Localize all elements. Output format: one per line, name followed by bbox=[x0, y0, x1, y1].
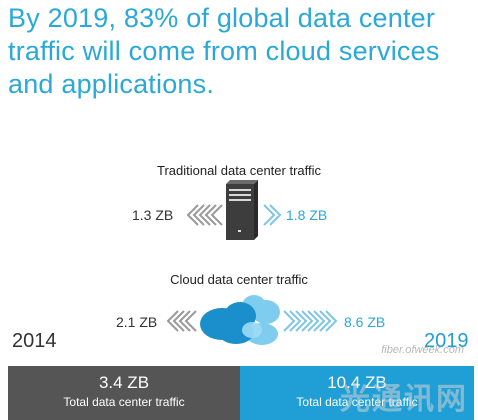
server-icon bbox=[226, 180, 258, 240]
cloud-icon bbox=[200, 295, 280, 345]
total-2019-value: 10.4 ZB bbox=[327, 373, 387, 392]
year-start: 2014 bbox=[12, 330, 57, 352]
traditional-2019-value: 1.8 ZB bbox=[286, 207, 328, 223]
cloud-2019-value: 8.6 ZB bbox=[344, 314, 386, 330]
traditional-right-arrows bbox=[263, 204, 282, 226]
year-end: 2019 bbox=[424, 330, 469, 352]
total-2019-bar: 10.4 ZB Total data center traffic bbox=[240, 366, 474, 420]
cloud-right-arrows bbox=[283, 310, 338, 332]
cloud-2014-value: 2.1 ZB bbox=[116, 314, 158, 330]
headline-line-2: traffic will come from cloud services bbox=[8, 36, 440, 66]
total-2014-bar: 3.4 ZB Total data center traffic bbox=[8, 366, 240, 420]
traditional-left-arrows bbox=[186, 204, 223, 226]
headline-line-1: By 2019, 83% of global data center bbox=[8, 3, 436, 33]
total-2014-label: Total data center traffic bbox=[63, 395, 185, 409]
traditional-traffic-label: Traditional data center traffic bbox=[156, 163, 322, 178]
cloud-traffic-label: Cloud data center traffic bbox=[170, 272, 308, 287]
headline-line-3: and applications. bbox=[8, 69, 215, 99]
traditional-2014-value: 1.3 ZB bbox=[132, 207, 174, 223]
cloud-left-arrows bbox=[166, 310, 197, 332]
watermark-cn: 光通讯网 bbox=[340, 383, 468, 416]
watermark-url: fiber.ofweek.com bbox=[381, 344, 464, 356]
headline: By 2019, 83% of global data center traff… bbox=[8, 2, 474, 101]
total-2014-value: 3.4 ZB bbox=[98, 373, 150, 392]
total-2019-label: Total data center traffic bbox=[296, 395, 418, 409]
